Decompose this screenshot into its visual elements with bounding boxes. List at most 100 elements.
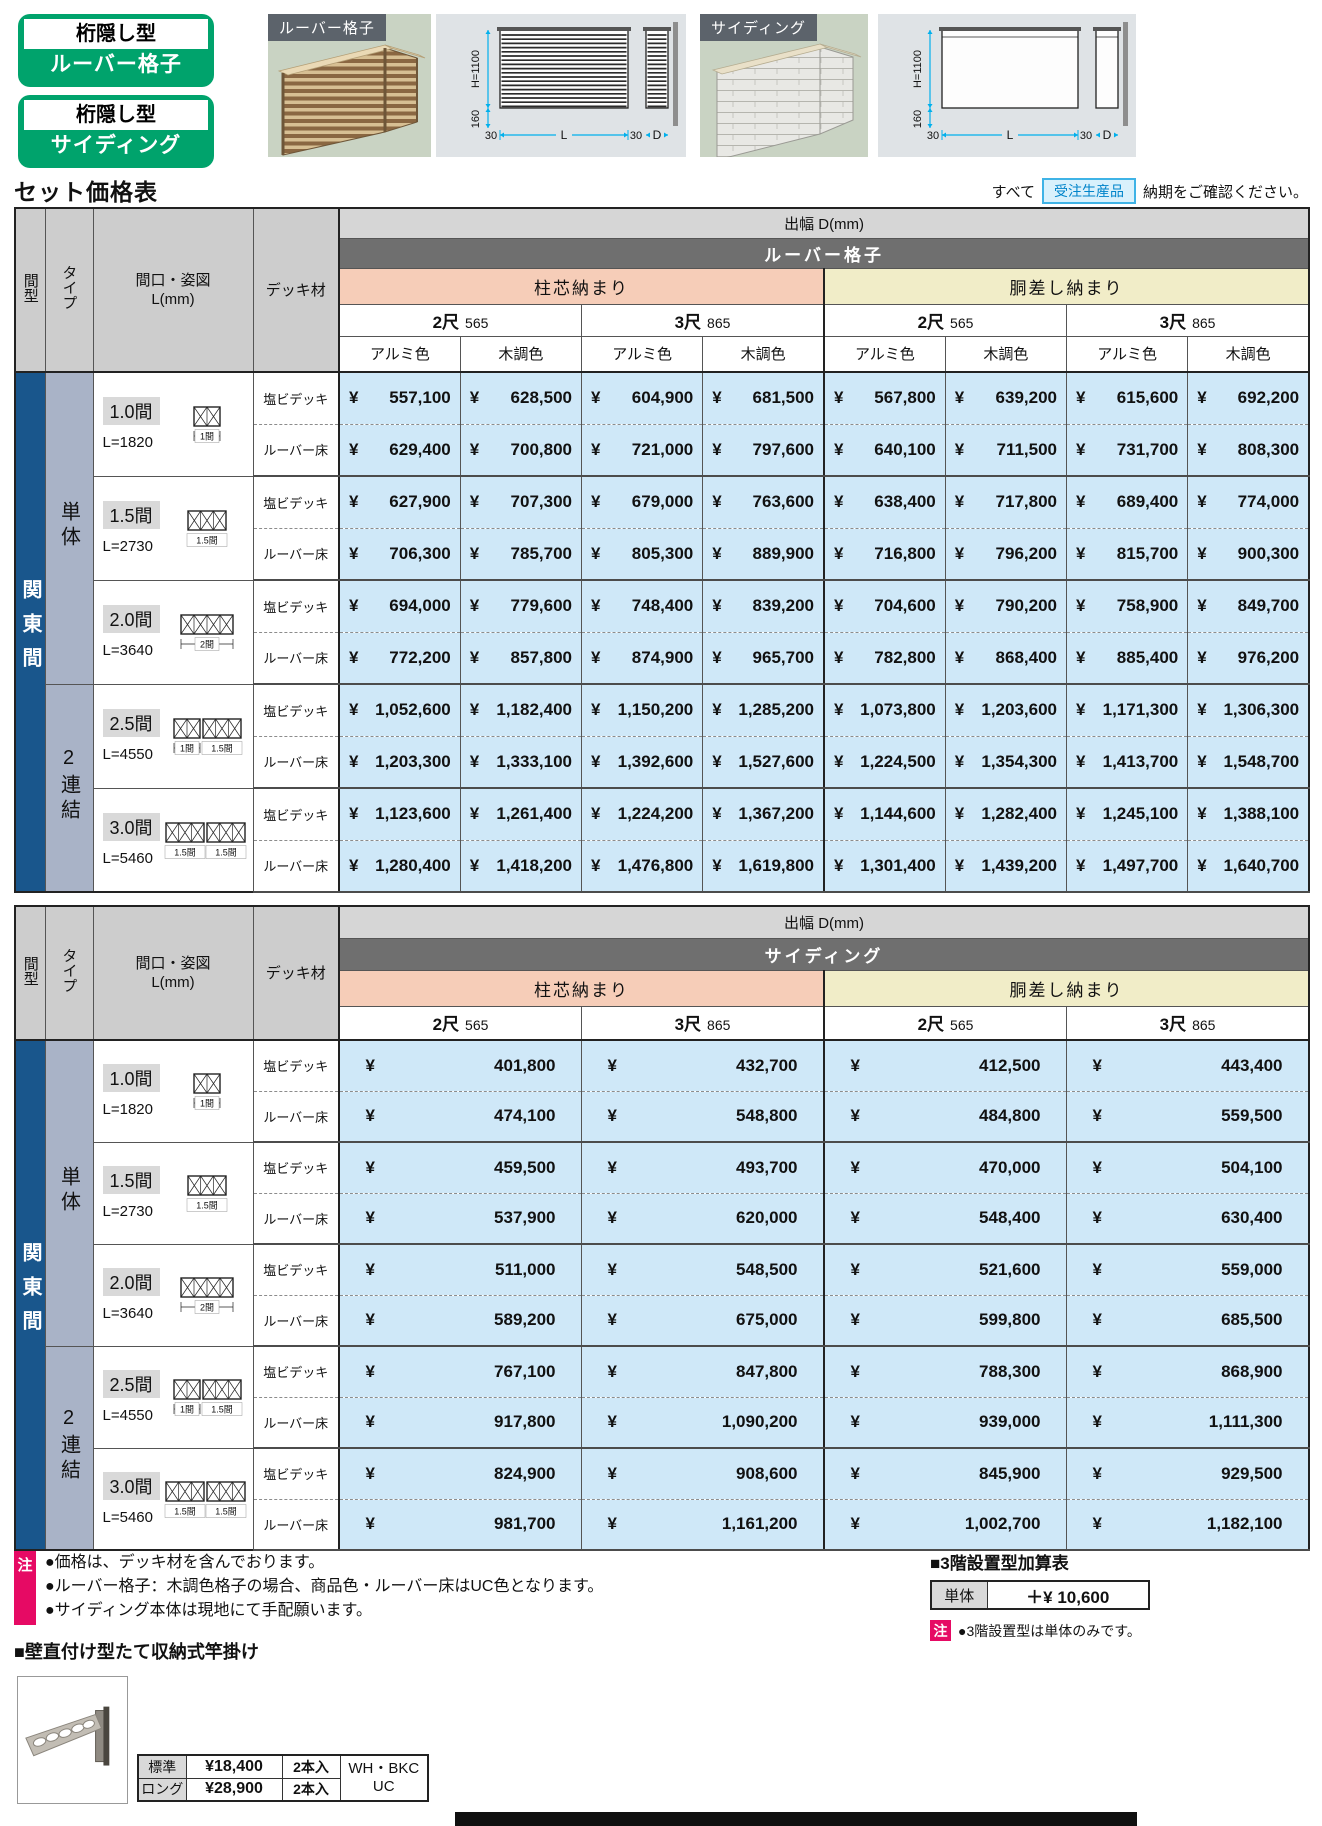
size-header: 3尺 865 [581,303,825,337]
region-cell: 関東間 [14,371,46,893]
price-value: 1,224,500 [860,751,936,771]
price-cell: ¥748,400 [580,579,704,633]
yen-sign: ¥ [469,388,480,408]
yen-sign: ¥ [954,804,965,824]
yen-sign: ¥ [1092,1106,1102,1126]
deck-cell: 塩ビデッキ [252,371,340,425]
svg-text:1.5間: 1.5間 [196,1201,218,1211]
price-cell: ¥559,500 [1066,1090,1310,1143]
price-cell: ¥763,600 [702,475,825,529]
price-value: 908,600 [736,1463,798,1483]
price-value: 845,900 [979,1463,1041,1483]
note-badge: 注 [930,1620,951,1641]
price-value: 1,111,300 [1208,1412,1283,1432]
yen-sign: ¥ [850,1361,860,1381]
span-diagram: 1.5間 [186,510,228,547]
yen-sign: ¥ [1092,1055,1102,1075]
order-note-suffix: 納期をご確認ください。 [1142,183,1308,201]
span-length: L=3640 [102,642,153,659]
deck-cell: ルーバー床 [252,527,340,581]
span-label: 3.0間 [102,1471,160,1500]
hanger-row-price: ¥18,400 [185,1754,283,1779]
svg-text:1.5間: 1.5間 [215,1506,237,1516]
svg-text:1.5間: 1.5間 [174,847,196,857]
deck-cell: 塩ビデッキ [252,1243,340,1296]
product-badge-siding: 桁隠し型 サイディング [18,95,214,168]
price-value: 1,052,600 [375,700,451,720]
price-value: 1,301,400 [860,855,936,875]
table-row: 2連結 2.5間 L=4550 1間 1.5間 塩ビデッキ ¥767,100 ¥847,800… [15,1345,1310,1551]
yen-sign: ¥ [1197,855,1207,875]
price-value: 599,800 [979,1310,1041,1330]
color-header: 木調色 [702,335,825,373]
price-value: 1,413,700 [1102,751,1179,771]
span-label: 3.0間 [102,812,160,841]
addition-table: 単体 ＋¥ 10,600 [930,1580,1150,1610]
price-cell: ¥629,400 [337,423,461,477]
yen-sign: ¥ [834,596,844,616]
svg-text:L: L [561,128,568,142]
yen-sign: ¥ [591,804,601,824]
price-value: 1,150,200 [617,700,694,720]
price-value: 1,497,700 [1102,855,1179,875]
price-cell: ¥704,600 [822,579,946,633]
yen-sign: ¥ [469,700,480,720]
price-value: 689,400 [1116,492,1179,512]
price-value: 1,203,600 [981,700,1057,720]
price-value: 1,527,600 [738,751,814,771]
price-cell: ¥432,700 [581,1039,825,1092]
addition-table-title: ■3階設置型加算表 [930,1554,1069,1573]
hanger-row-label: 標準 [137,1754,187,1779]
yen-sign: ¥ [349,388,359,408]
color-header: 木調色 [1187,335,1310,373]
price-value: 679,000 [631,492,694,512]
yen-sign: ¥ [349,804,359,824]
hanger-image-box [17,1676,128,1804]
price-cell: ¥824,900 [338,1447,582,1500]
photo-label: ルーバー格子 [268,14,386,41]
span-label: 1.0間 [102,1064,160,1093]
yen-sign: ¥ [469,855,480,875]
price-cell: ¥849,700 [1187,579,1310,633]
span-cell: 2.0間 L=3640 2間 [92,1243,254,1347]
deck-cell: ルーバー床 [252,423,340,477]
yen-sign: ¥ [834,700,844,720]
price-value: 839,200 [752,596,814,616]
span-label: 1.5間 [102,1166,160,1194]
price-value: 685,500 [1221,1310,1283,1330]
yen-sign: ¥ [365,1463,375,1483]
table-row: ルーバー床 ¥629,400 ¥700,800 ¥721,000 ¥797,600 ¥64… [15,423,1310,477]
price-cell: ¥981,700 [338,1498,582,1551]
price-cell: ¥889,900 [702,527,825,581]
deck-cell: 塩ビデッキ [252,1345,340,1398]
price-value: 1,354,300 [981,751,1057,771]
group-header-post: 柱芯納まり [338,969,825,1007]
yen-sign: ¥ [365,1412,375,1432]
price-value: 511,000 [494,1259,556,1279]
size-header: 3尺 865 [1066,1005,1310,1041]
yen-sign: ¥ [834,751,844,771]
price-cell: ¥1,090,200 [581,1396,825,1449]
hanger-row-price: ¥28,900 [185,1777,283,1802]
price-value: 474,100 [494,1106,556,1126]
badge-type-label: 桁隠し型 [24,19,208,49]
hanger-row-label: ロング [137,1777,187,1802]
price-value: 640,100 [874,439,936,459]
price-value: 774,000 [1237,492,1300,512]
table-row: 3.0間 L=5460 1.5間 1.5間 塩ビデッキ ¥1,123,600 ¥1,261,… [15,787,1310,893]
price-value: 939,000 [979,1412,1041,1432]
yen-sign: ¥ [349,439,359,459]
price-value: 785,700 [510,543,572,563]
price-value: 782,800 [874,647,936,667]
price-cell: ¥504,100 [1066,1141,1310,1194]
price-cell: ¥721,000 [580,423,704,477]
svg-text:1間: 1間 [179,744,193,754]
addition-note: 注 ●3階設置型は単体のみです。 [930,1620,1180,1641]
price-value: 1,203,300 [375,751,451,771]
yen-sign: ¥ [834,492,844,512]
price-cell: ¥615,600 [1065,371,1189,425]
span-cell: 3.0間 L=5460 1.5間 1.5間 [92,787,254,893]
color-header: 木調色 [459,335,583,373]
